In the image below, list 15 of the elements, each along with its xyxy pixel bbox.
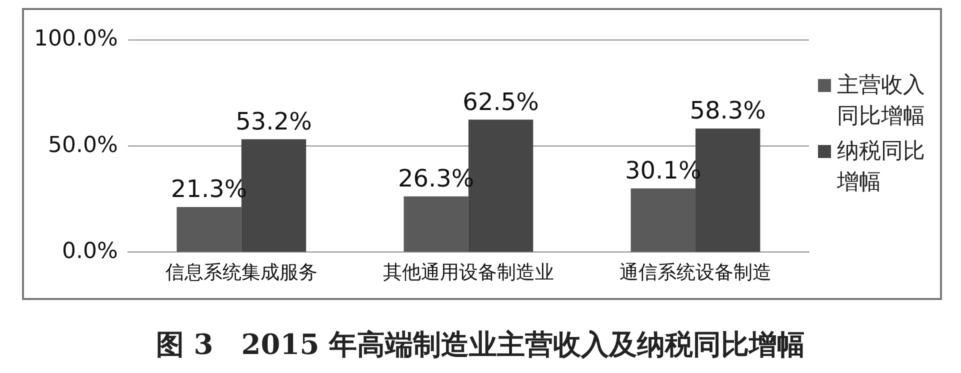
data-label: 53.2% — [236, 108, 312, 136]
legend-label: 纳税同比增幅 — [837, 138, 926, 197]
bar — [176, 207, 242, 252]
x-tick-label: 通信系统设备制造 — [619, 262, 772, 284]
x-tick-label: 其他通用设备制造业 — [382, 262, 554, 284]
data-label: 62.5% — [462, 88, 539, 116]
legend-label: 主营收入同比增幅 — [837, 72, 926, 131]
y-tick-label: 50.0% — [48, 132, 118, 158]
text: 图 3 2015 年高端制造业主营收入及纳税同比增幅 — [155, 327, 806, 363]
bar — [404, 196, 468, 252]
y-tick-label: 100.0% — [34, 26, 118, 52]
bar — [630, 188, 696, 252]
data-label: 58.3% — [690, 96, 766, 125]
y-tick-label: 0.0% — [62, 238, 118, 264]
x-tick-label: 信息系统集成服务 — [165, 262, 318, 284]
